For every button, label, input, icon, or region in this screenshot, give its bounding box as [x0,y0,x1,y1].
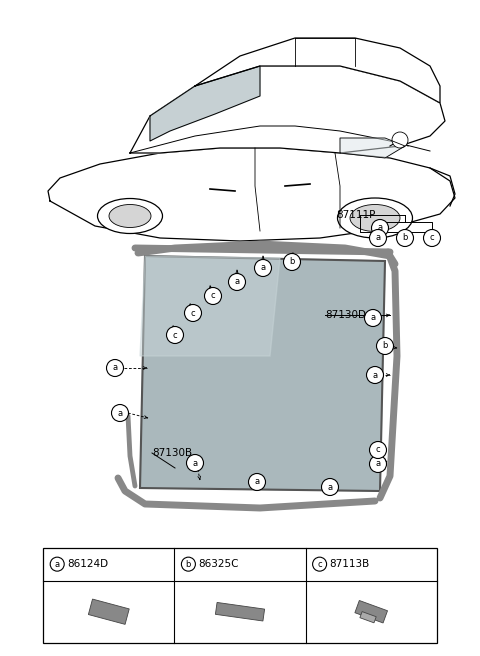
Circle shape [322,478,338,495]
Text: b: b [402,234,408,243]
Text: c: c [317,560,322,569]
Polygon shape [140,256,280,356]
Polygon shape [360,611,376,623]
Ellipse shape [350,205,400,232]
Circle shape [312,557,326,571]
Text: a: a [375,234,381,243]
Polygon shape [140,256,385,491]
Polygon shape [150,66,260,141]
Text: a: a [234,277,240,287]
Circle shape [423,230,441,247]
Text: 87111P: 87111P [336,210,375,220]
Circle shape [111,405,129,422]
Text: a: a [192,459,198,468]
Polygon shape [195,38,440,103]
Circle shape [392,132,408,148]
Text: a: a [261,264,265,272]
Text: a: a [372,371,378,380]
Circle shape [376,337,394,354]
Ellipse shape [109,205,151,228]
Circle shape [187,455,204,472]
Text: a: a [371,314,375,323]
Ellipse shape [337,198,412,238]
Polygon shape [340,138,405,158]
Circle shape [370,230,386,247]
Text: c: c [173,331,177,340]
Text: a: a [375,459,381,468]
Text: 86124D: 86124D [67,559,108,569]
Polygon shape [140,256,385,491]
Ellipse shape [97,199,163,234]
Text: a: a [55,560,60,569]
Text: 87113B: 87113B [330,559,370,569]
Circle shape [249,474,265,491]
Text: c: c [211,291,216,300]
Circle shape [107,359,123,377]
Text: c: c [376,445,380,455]
Text: a: a [327,483,333,491]
Text: c: c [191,308,195,318]
Text: a: a [112,363,118,373]
Circle shape [370,455,386,472]
Bar [43,548,437,643]
Circle shape [204,287,221,304]
Circle shape [364,310,382,327]
Text: 87130D: 87130D [325,310,366,320]
Polygon shape [130,66,445,153]
Circle shape [370,441,386,459]
Circle shape [184,304,202,321]
Text: b: b [186,560,191,569]
Text: b: b [382,342,388,350]
Text: a: a [377,224,383,232]
Circle shape [367,367,384,384]
Polygon shape [355,600,387,623]
Text: 86325C: 86325C [198,559,239,569]
Text: b: b [289,258,295,266]
Text: c: c [430,234,434,243]
Circle shape [372,220,388,237]
Circle shape [50,557,64,571]
Circle shape [181,557,195,571]
Text: a: a [118,409,122,417]
Polygon shape [48,148,455,241]
Text: a: a [254,478,260,487]
Circle shape [284,253,300,270]
Polygon shape [88,599,129,625]
Circle shape [396,230,413,247]
Circle shape [254,260,272,276]
Circle shape [228,274,245,291]
Circle shape [167,327,183,344]
Text: 87130B: 87130B [152,448,192,458]
Polygon shape [216,602,264,621]
